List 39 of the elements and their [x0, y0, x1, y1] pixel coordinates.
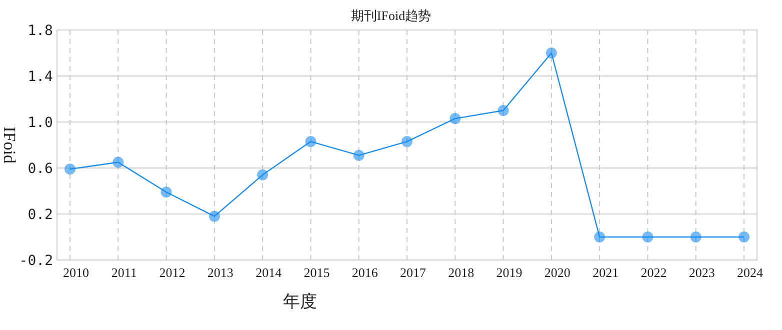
y-tick-label: 1.8	[28, 23, 53, 39]
x-tick-label: 2024	[737, 265, 764, 280]
x-tick-label: 2016	[352, 265, 378, 280]
x-tick-label: 2013	[207, 265, 234, 280]
x-tick-label: 2022	[640, 265, 667, 280]
point	[546, 48, 557, 58]
x-tick-label: 2010	[63, 265, 89, 280]
point	[642, 232, 654, 242]
point	[690, 232, 702, 242]
point	[498, 105, 509, 116]
y-tick-label: 0.2	[28, 207, 53, 223]
y-tick-label: 0.6	[28, 161, 53, 177]
y-axis-title: IFoid	[0, 126, 19, 164]
x-axis-title: 年度	[283, 292, 317, 311]
point	[257, 169, 268, 180]
point	[305, 136, 316, 148]
point	[64, 164, 76, 175]
x-tick-label: 2017	[400, 265, 426, 280]
point	[594, 232, 606, 242]
x-tick-label: 2012	[159, 265, 186, 280]
x-tick-label: 2011	[111, 265, 137, 280]
point	[208, 210, 220, 222]
point	[112, 156, 124, 168]
x-tick-label: 2021	[592, 265, 619, 280]
x-tick-label: 2023	[688, 265, 715, 280]
x-tick-label: 2018	[448, 265, 474, 280]
y-tick-label: -0.2	[19, 253, 53, 269]
point	[402, 136, 412, 148]
x-tick-label: 2014	[256, 265, 282, 280]
x-tick-label: 2019	[496, 265, 522, 280]
chart-title: 期刊IFoid趋势	[350, 8, 432, 23]
point	[738, 232, 750, 242]
y-tick-label: 1.0	[28, 115, 53, 131]
point	[450, 113, 461, 124]
point	[160, 186, 172, 198]
x-tick-label: 2020	[544, 265, 570, 280]
y-tick-label: 1.4	[28, 69, 53, 85]
point	[353, 150, 364, 161]
x-tick-label: 2015	[304, 265, 330, 280]
